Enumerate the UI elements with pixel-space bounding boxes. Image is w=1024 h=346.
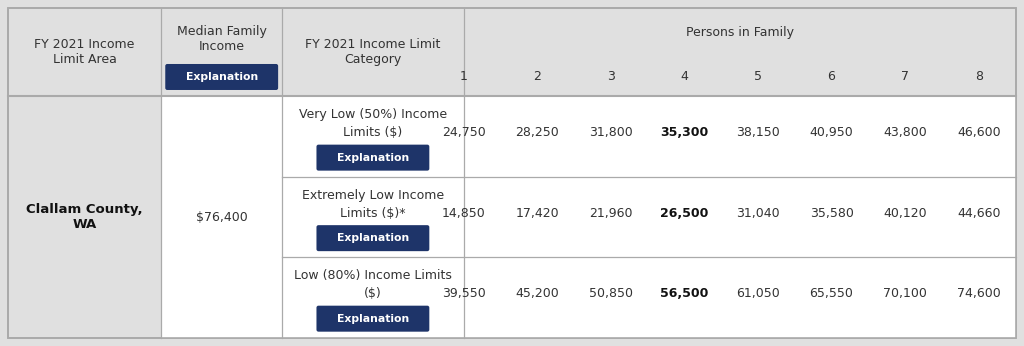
Text: 7: 7 <box>901 71 909 83</box>
Text: 31,800: 31,800 <box>589 126 633 139</box>
Text: 39,550: 39,550 <box>441 287 485 300</box>
Text: 14,850: 14,850 <box>441 207 485 220</box>
Text: Median Family
Income: Median Family Income <box>177 25 266 53</box>
Text: 8: 8 <box>975 71 983 83</box>
Text: 2: 2 <box>534 71 541 83</box>
Bar <box>283 97 1016 177</box>
Text: FY 2021 Income Limit
Category: FY 2021 Income Limit Category <box>305 38 440 66</box>
Bar <box>283 257 1016 338</box>
Text: 61,050: 61,050 <box>736 287 780 300</box>
Text: $76,400: $76,400 <box>196 211 248 224</box>
Text: Explanation: Explanation <box>185 72 258 82</box>
Text: 45,200: 45,200 <box>515 287 559 300</box>
Text: ($): ($) <box>364 287 382 300</box>
Text: 74,600: 74,600 <box>956 287 1000 300</box>
Text: 6: 6 <box>827 71 836 83</box>
Text: 4: 4 <box>680 71 688 83</box>
FancyBboxPatch shape <box>316 225 429 251</box>
Text: 21,960: 21,960 <box>589 207 633 220</box>
Text: 31,040: 31,040 <box>736 207 779 220</box>
Text: 40,120: 40,120 <box>884 207 927 220</box>
Text: 38,150: 38,150 <box>736 126 780 139</box>
Text: Extremely Low Income: Extremely Low Income <box>302 189 444 202</box>
Text: Low (80%) Income Limits: Low (80%) Income Limits <box>294 270 452 282</box>
Text: 26,500: 26,500 <box>660 207 709 220</box>
Text: 35,580: 35,580 <box>810 207 853 220</box>
Text: Explanation: Explanation <box>337 233 409 243</box>
Text: 65,550: 65,550 <box>810 287 853 300</box>
FancyBboxPatch shape <box>316 306 429 332</box>
FancyBboxPatch shape <box>316 145 429 171</box>
FancyBboxPatch shape <box>165 64 279 90</box>
Text: Limits ($)*: Limits ($)* <box>340 207 406 220</box>
Text: 44,660: 44,660 <box>957 207 1000 220</box>
Text: 3: 3 <box>607 71 614 83</box>
Text: 1: 1 <box>460 71 468 83</box>
Text: 24,750: 24,750 <box>441 126 485 139</box>
Text: Limits ($): Limits ($) <box>343 126 402 139</box>
Text: 43,800: 43,800 <box>884 126 927 139</box>
Text: 70,100: 70,100 <box>883 287 927 300</box>
Bar <box>283 177 1016 257</box>
Bar <box>161 97 283 338</box>
Text: Explanation: Explanation <box>337 153 409 163</box>
Text: Very Low (50%) Income: Very Low (50%) Income <box>299 108 446 121</box>
Text: Persons in Family: Persons in Family <box>686 26 794 39</box>
Text: 40,950: 40,950 <box>810 126 853 139</box>
Text: 56,500: 56,500 <box>660 287 709 300</box>
Text: Clallam County,
WA: Clallam County, WA <box>27 203 143 231</box>
Text: 50,850: 50,850 <box>589 287 633 300</box>
Text: 17,420: 17,420 <box>515 207 559 220</box>
Text: 35,300: 35,300 <box>660 126 709 139</box>
Text: 5: 5 <box>754 71 762 83</box>
Text: 46,600: 46,600 <box>956 126 1000 139</box>
Text: Explanation: Explanation <box>337 314 409 324</box>
Text: 28,250: 28,250 <box>515 126 559 139</box>
Text: FY 2021 Income
Limit Area: FY 2021 Income Limit Area <box>35 38 135 66</box>
